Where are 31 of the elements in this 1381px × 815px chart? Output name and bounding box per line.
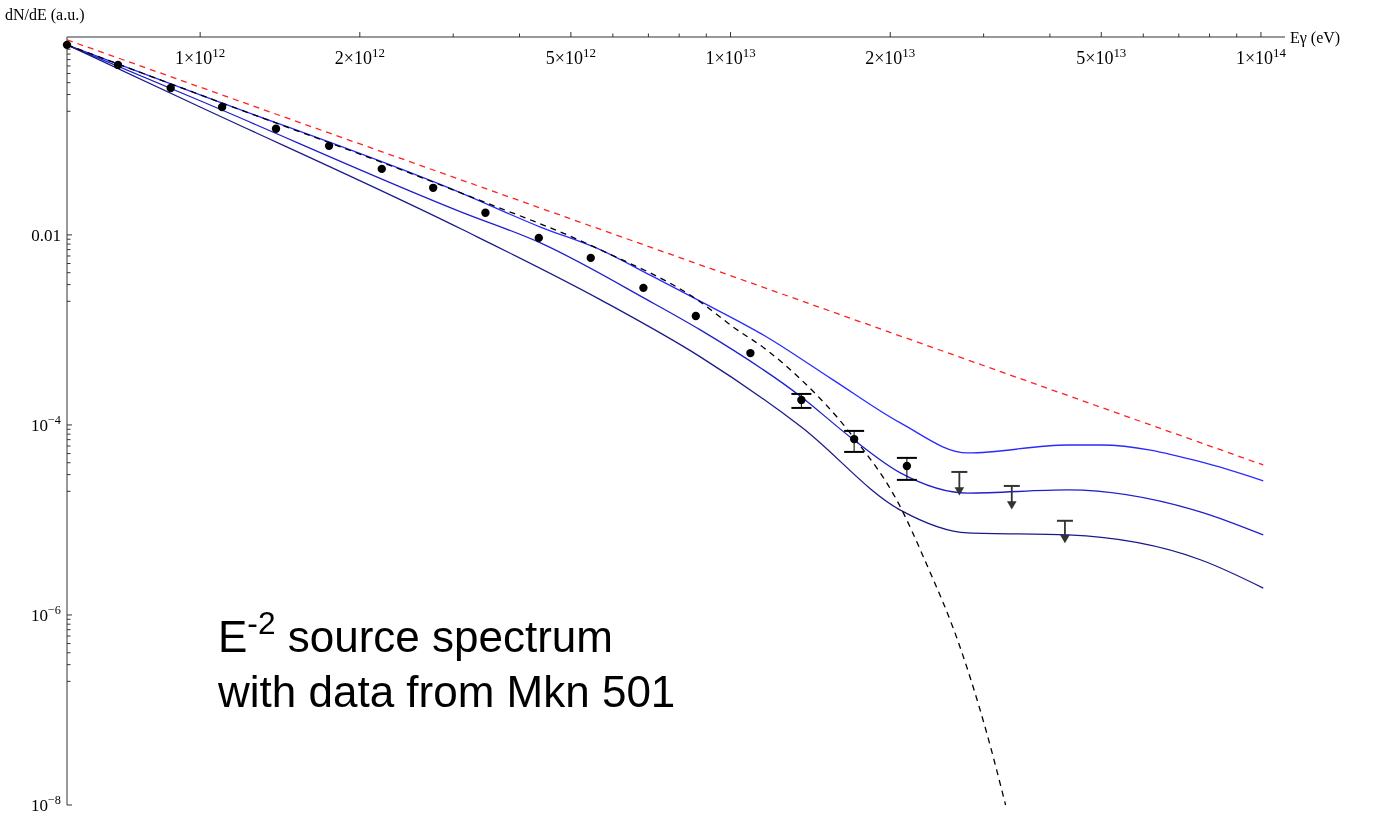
point [902, 461, 912, 471]
y-tick-label: 0.01 [31, 225, 61, 245]
point [271, 124, 281, 133]
point [481, 208, 490, 217]
point [797, 395, 806, 405]
y-axis-title: dN/dE (a.u.) [5, 6, 85, 24]
point [849, 434, 859, 444]
x-tick-label: 1×10$^{13}$ [705, 44, 756, 68]
point [691, 311, 700, 321]
x-tick-label: 5×10$^{12}$ [545, 44, 596, 68]
point [324, 141, 334, 151]
point [746, 348, 755, 358]
point [534, 233, 543, 243]
x-tick-label: 1×10$^{12}$ [175, 44, 226, 68]
point [639, 283, 648, 293]
annotation: E$^{-2}$ source spectrum with data from Mkn 501 [217, 605, 676, 716]
x-tick-label: 5×10$^{13}$ [1076, 44, 1127, 68]
point [62, 40, 72, 50]
x-tick-label: 2×10$^{13}$ [865, 44, 916, 68]
y-tick-label: 10$^{−8}$ [30, 793, 61, 815]
x-tick-label: 1×10$^{14}$ [1235, 44, 1287, 68]
point [428, 183, 438, 192]
y-tick-label: 10$^{−4}$ [30, 412, 61, 435]
x-tick-label: 2×10$^{12}$ [334, 44, 385, 68]
point [586, 253, 595, 263]
point [377, 164, 386, 174]
point [113, 60, 123, 70]
point [166, 83, 175, 93]
x-axis-title: Eγ (eV) [1290, 29, 1341, 47]
point [217, 102, 227, 112]
y-tick-label: 10$^{−6}$ [30, 602, 61, 625]
